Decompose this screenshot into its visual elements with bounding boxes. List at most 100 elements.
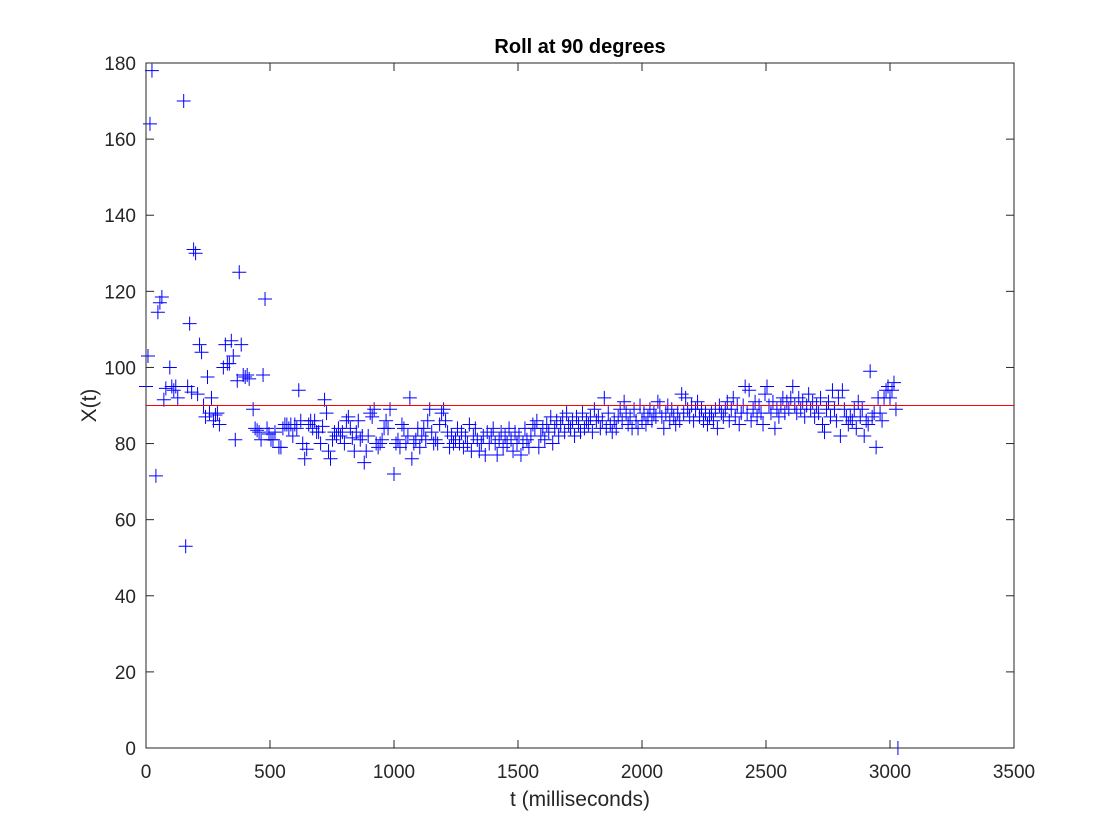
data-point [301,417,316,432]
data-point [779,394,794,409]
data-point [863,364,878,379]
data-point [166,383,181,398]
data-point [416,421,431,436]
data-point [700,417,715,432]
data-point [406,436,421,451]
data-point [756,417,771,432]
data-point [158,381,173,396]
y-tick-label: 140 [104,206,136,227]
x-tick-label: 2500 [745,762,787,783]
data-point [480,425,495,440]
data-point [676,406,691,421]
data-point [460,436,475,451]
data-point [297,451,312,466]
data-point [587,402,602,417]
data-point [539,417,554,432]
data-point [498,428,513,443]
data-point [488,436,503,451]
data-point [212,417,227,432]
data-point [861,417,876,432]
data-point [390,432,405,447]
data-point [591,409,606,424]
data-point [424,425,439,440]
data-point [140,349,155,364]
data-point [256,368,271,383]
data-point [258,291,273,306]
data-point [742,383,757,398]
data-point [295,436,310,451]
data-point [841,417,856,432]
data-point [666,409,681,424]
data-point [732,417,747,432]
data-point [383,402,398,417]
data-point [508,425,523,440]
data-point [567,428,582,443]
data-point [222,356,237,371]
data-point [720,394,735,409]
data-point [623,409,638,424]
data-point [450,421,465,436]
data-point [470,432,485,447]
data-point [394,417,409,432]
data-point [224,333,239,348]
data-point [581,417,596,432]
data-points-layer [139,63,905,755]
data-point [835,383,850,398]
data-point [186,242,201,257]
data-point [805,394,820,409]
data-point [875,413,890,428]
data-point [859,413,874,428]
data-point [813,390,828,405]
data-point [888,402,903,417]
data-point [759,379,774,394]
data-point [287,417,302,432]
data-point [601,406,616,421]
data-point [180,379,195,394]
data-point [744,413,759,428]
chart-title: Roll at 90 degrees [494,36,665,58]
data-point [615,413,630,428]
data-point [333,428,348,443]
data-point [710,421,725,436]
data-point [748,394,763,409]
data-point [533,428,548,443]
y-axis-ticks: 0 20 40 60 80 100 120 140 160 180 [104,54,1014,760]
data-point [849,421,864,436]
data-point [672,413,687,428]
data-point [603,417,618,432]
data-point [317,392,332,407]
data-point [627,402,642,417]
data-point [414,428,429,443]
data-point [664,402,679,417]
y-tick-label: 160 [104,130,136,151]
data-point [763,406,778,421]
data-point [740,406,755,421]
data-point [422,402,437,417]
data-point [226,349,241,364]
data-point [430,436,445,451]
data-point [569,409,584,424]
data-point [716,409,731,424]
data-point [315,419,330,434]
data-point [563,421,578,436]
data-point [513,447,528,462]
data-point [396,421,411,436]
data-point [252,425,267,440]
data-point [228,432,243,447]
data-point [638,417,653,432]
data-point [529,413,544,428]
y-tick-label: 20 [115,663,136,684]
data-point [285,428,300,443]
data-point [658,406,673,421]
data-point [873,406,888,421]
data-point [833,428,848,443]
data-point [706,413,721,428]
data-point [674,387,689,402]
data-point [791,390,806,405]
data-point [402,390,417,405]
data-point [379,413,394,428]
data-point [218,337,233,352]
data-point [178,539,193,554]
data-point [375,432,390,447]
